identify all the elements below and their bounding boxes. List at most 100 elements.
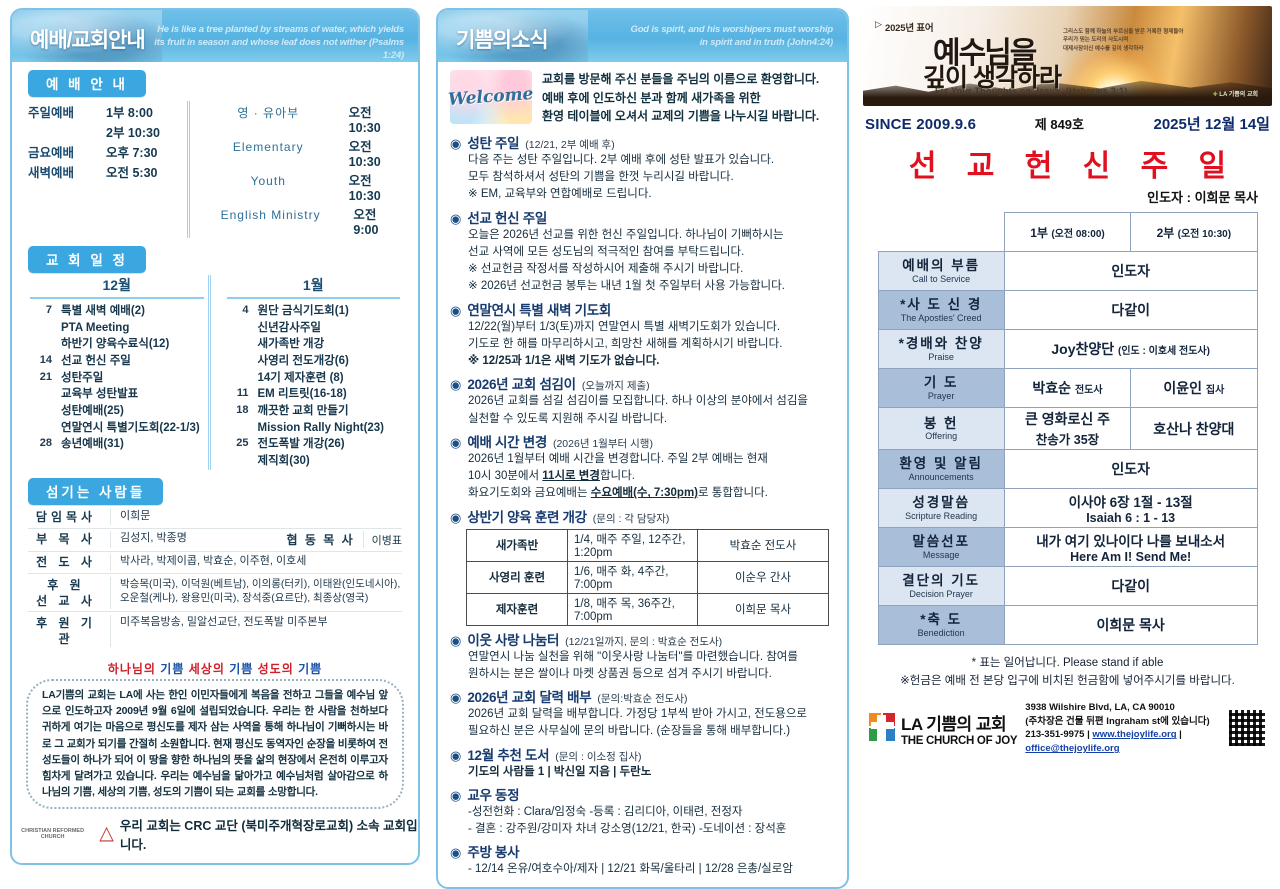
service-row: English Ministry 오전 9:00 [200, 204, 402, 237]
news-body: Welcome 교회를 방문해 주신 분들을 주님의 이름으로 환영합니다. 예… [438, 62, 847, 887]
order-row: 봉 헌 Offering 큰 영화로신 주 찬송가 35장 호산나 찬양대 [877, 407, 1258, 450]
order-item-label: 성경말씀 Scripture Reading [877, 488, 1005, 528]
intro-title-part: 기쁨 [160, 661, 185, 676]
calendar-january: 1월 4 원단 금식기도회(1) 신년감사주일 새가족반 개강 사영리 전도개강(6) 1… [207, 275, 405, 470]
calendar-entry: Mission Rally Night(23) [223, 420, 405, 437]
news-item-header: ◉ 상반기 양육 훈련 개강 (문의 : 각 담당자) [450, 506, 835, 526]
calendar-day: 28 [39, 437, 52, 450]
calendar-entry: 신년감사주일 [223, 320, 405, 337]
table-row: 제자훈련 1/8, 매주 목, 36주간, 7:00pm 이희문 목사 [466, 592, 829, 626]
order-item-value: 인도자 [1003, 251, 1258, 291]
news-item: ◉ 주방 봉사 - 12/14 온유/여호수아/제자 | 12/21 화목/울타리 … [450, 841, 835, 878]
church-contact-line: 213-351-9975 | www.thejoylife.org | offi… [1025, 728, 1220, 756]
panel1-verse-line2: its fruit in season and whose leaf does … [154, 36, 404, 61]
training-name-cell: 사영리 훈련 [466, 560, 568, 594]
order-row: 기 도 Prayer 박효순 전도사 이윤인 집사 [877, 368, 1258, 408]
church-email-link[interactable]: office@thejoylife.org [1025, 743, 1120, 755]
staff-names: 김성지, 박종명 [111, 531, 286, 548]
intro-title-part: 기쁨 [298, 661, 323, 676]
news-item-list: ◉ 성탄 주일 (12/21, 2부 예배 후) 다음 주는 성탄 주일입니다. 2부… [450, 132, 835, 879]
calendar-entry: 28 송년예배(31) [26, 436, 208, 453]
church-contact-info: 3938 Wilshire Blvd, LA, CA 90010 (주차장은 건… [1025, 701, 1220, 756]
crc-text: 우리 교회는 CRC 교단 (북미주개혁장로교회) 소속 교회입니다. [119, 818, 418, 852]
news-line: 2026년 교회 달력을 배부합니다. 가정당 1부씩 받아 가시고, 전도용으… [468, 708, 808, 721]
calendar-day: 18 [236, 404, 249, 417]
service-row: 새벽예배 오전 5:30 [28, 162, 187, 181]
intro-title-part: 세상의 [188, 661, 225, 676]
calendar-day: 25 [236, 437, 249, 450]
order-label-ko: 환영 및 알림 [899, 456, 983, 472]
news-item-header: ◉ 2026년 교회 달력 배부 (문의:박효순 전도사) [450, 686, 835, 706]
news-item-subtitle: (문의:박효순 전도사) [597, 693, 688, 706]
service-row: Elementary 오전 10:30 [200, 136, 402, 169]
service-row: Youth 오전 10:30 [200, 170, 402, 203]
welcome-text: 교회를 방문해 주신 분들을 주님의 이름으로 환영합니다. 예배 후에 인도하… [542, 70, 819, 126]
training-name-cell: 새가족반 [466, 528, 568, 562]
news-line: 원하시는 분은 쌀이나 마켓 상품권 등으로 섬겨 주시기 바랍니다. [468, 667, 772, 680]
news-line: 기도로 한 해를 마무리하시고, 희망찬 새해를 계획하시기 바랍니다. [468, 337, 783, 350]
calendar-entry: 새가족반 개강 [223, 336, 405, 353]
order-service-header: 1부 (오전 08:00) [1003, 212, 1132, 252]
order-label-en: Praise [928, 351, 954, 362]
staff-role: 후 원 기 관 [28, 614, 111, 648]
training-detail-cell: 1/4, 매주 주일, 12주간, 1:20pm [567, 528, 698, 562]
order-item-label: 기 도 Prayer [877, 368, 1005, 408]
staff-subrole: 협 동 목 사 [286, 531, 364, 549]
news-line: 필요하신 분은 사무실에 문의 바랍니다. (순장들을 통해 배부합니다.) [468, 725, 791, 738]
news-item-title: 상반기 양육 훈련 개강 [467, 509, 587, 525]
calendar-event: EM 리트릿(16-18) [257, 388, 347, 401]
news-line: 2026년 교회를 섬길 섬김이를 모집합니다. 하나 이상의 분야에서 섬김을 [468, 395, 808, 408]
calendar-event: 전도폭발 개강(26) [257, 438, 345, 451]
since-label: SINCE 2009.9.6 [865, 116, 977, 133]
church-website-link[interactable]: www.thejoylife.org [1092, 729, 1177, 741]
bullet-icon: ◉ [450, 509, 462, 525]
staff-role: 전 도 사 [28, 554, 111, 571]
staff-row: 후 원 기 관 미주복음방송, 밀알선교단, 전도폭발 미주본부 [28, 612, 402, 649]
training-detail-cell: 1/6, 매주 화, 4주간, 7:00pm [567, 560, 698, 594]
welcome-line: 교회를 방문해 주신 분들을 주님의 이름으로 환영합니다. [542, 72, 820, 86]
qr-code-icon[interactable] [1228, 709, 1266, 748]
order-label-ko: *축 도 [920, 612, 963, 628]
order-label-en: Offering [925, 431, 958, 442]
order-label-en: Call to Service [912, 273, 971, 284]
cross-logo-icon [869, 713, 897, 743]
church-name: LA 기쁨의 교회 THE CHURCH OF JOY [901, 710, 1018, 747]
calendar-entry: 사영리 전도개강(6) [223, 353, 405, 370]
staff-names: 이희문 [111, 509, 402, 525]
news-line: 10시 30분에서 11시로 변경합니다. [468, 470, 635, 483]
calendar-day: 4 [242, 304, 249, 316]
banner-title-line1: 예수님을 [933, 37, 1037, 70]
news-line: -성전헌화 : Clara/임정숙 -등록 : 김리디아, 이태련, 전정자 [468, 805, 743, 818]
calendar-event: 깨끗한 교회 만들기 [257, 405, 349, 418]
table-row: 새가족반 1/4, 매주 주일, 12주간, 1:20pm 박효순 전도사 [466, 528, 829, 562]
calendar-day: 11 [236, 387, 249, 400]
service-name: 주일예배 [28, 106, 75, 120]
calendar-day [223, 453, 258, 470]
note-stand: * 표는 일어납니다. Please stand if able [971, 657, 1164, 669]
staff-name-line: 미주복음방송, 밀알선교단, 전도폭발 미주본부 [120, 615, 328, 628]
service-time: 1부 8:00 [106, 106, 153, 120]
calendar-day [26, 386, 61, 403]
service-time: 오전 10:30 [348, 140, 381, 169]
panel-order-of-worship: ▷ 2025년 표어 예수님을 깊이 생각하라 Fix Your Thought… [855, 0, 1280, 777]
calendar-pill-wrap: 교 회 일 정 [12, 244, 418, 273]
church-address: 3938 Wilshire Blvd, LA, CA 90010 [1025, 701, 1175, 713]
panel1-verse: He is like a tree planted by streams of … [154, 24, 404, 62]
service-name: 영 · 유아부 [237, 106, 300, 120]
training-person-cell: 이순우 간사 [697, 560, 829, 594]
calendar-day [223, 370, 258, 387]
order-item-value: Joy찬양단 (인도 : 이호세 전도사) [1003, 329, 1258, 369]
church-phone[interactable]: 213-351-9975 [1025, 729, 1085, 741]
news-item-body: 12/22(월)부터 1/3(토)까지 연말연시 특별 새벽기도회가 있습니다.… [450, 319, 835, 371]
crc-mark-text: CHRISTIAN REFORMED CHURCH [21, 827, 85, 840]
order-label-ko: 기 도 [923, 375, 959, 391]
order-label-en: Announcements [908, 471, 974, 482]
calendar-entry: 18 깨끗한 교회 만들기 [223, 403, 405, 420]
banner-title-line2: 깊이 생각하라 [923, 64, 1062, 92]
bullet-icon: ◉ [450, 434, 462, 450]
order-item-label: 결단의 기도 Decision Prayer [877, 566, 1005, 606]
staff-name-line: 박사라, 박제이콥, 박효순, 이주현, 이호세 [120, 555, 307, 568]
news-item-header: ◉ 주방 봉사 [450, 841, 835, 861]
banner-subtitle: Fix Your Thoughts on Jesus, (Hebrews 3:1… [935, 86, 1128, 96]
order-item-value-2bu: 호산나 찬양대 [1130, 407, 1258, 450]
